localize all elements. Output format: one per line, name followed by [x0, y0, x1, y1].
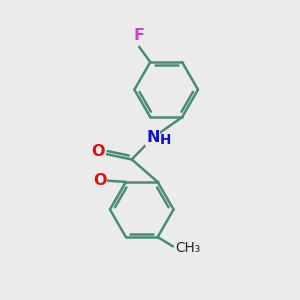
Text: O: O — [94, 173, 107, 188]
Text: F: F — [134, 28, 145, 43]
Text: H: H — [160, 133, 171, 147]
Text: CH₃: CH₃ — [175, 241, 201, 255]
Text: H: H — [92, 173, 103, 187]
Text: N: N — [146, 130, 160, 145]
Text: O: O — [92, 144, 105, 159]
